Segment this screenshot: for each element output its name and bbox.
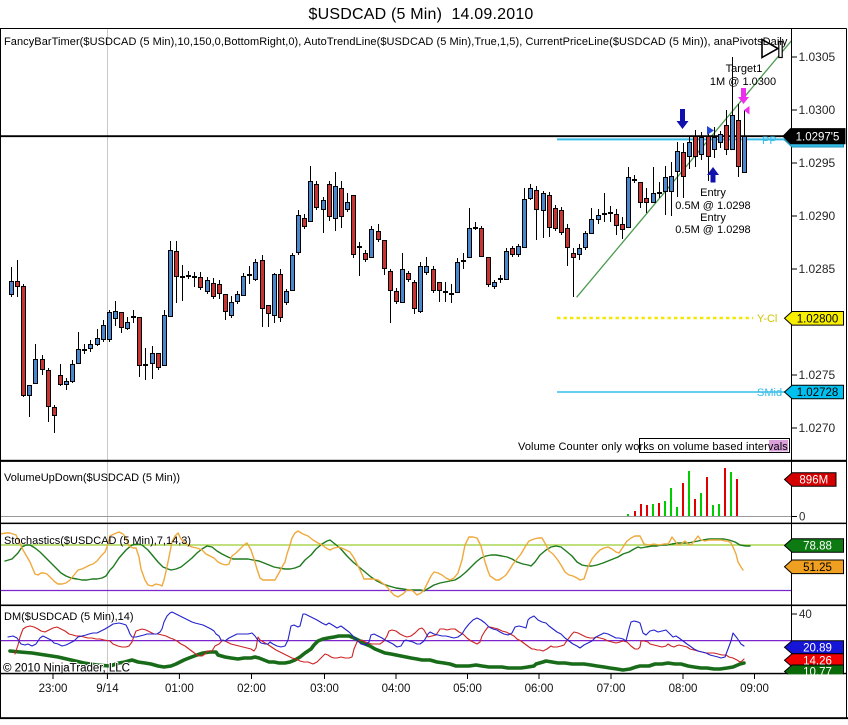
svg-text:Y-Cl: Y-Cl [757, 313, 777, 325]
svg-text:05:00: 05:00 [453, 683, 482, 695]
svg-text:20.89: 20.89 [803, 642, 832, 654]
svg-text:PP: PP [762, 135, 777, 147]
svg-text:Entry: Entry [700, 212, 726, 224]
svg-text:896M: 896M [799, 475, 828, 487]
svg-text:1.0300: 1.0300 [799, 103, 836, 117]
svg-text:1M @ 1.0300: 1M @ 1.0300 [710, 76, 776, 88]
svg-text:04:00: 04:00 [382, 683, 411, 695]
svg-text:Volume Counter only works on v: Volume Counter only works on volume base… [518, 441, 788, 453]
svg-text:Stochastics($USDCAD (5 Min),7,: Stochastics($USDCAD (5 Min),7,14,3) [4, 535, 191, 547]
svg-text:VolumeUpDown($USDCAD (5 Min)): VolumeUpDown($USDCAD (5 Min)) [4, 472, 180, 484]
svg-text:1.02800: 1.02800 [797, 313, 839, 325]
svg-text:1.02728: 1.02728 [797, 387, 839, 399]
svg-text:1.0270: 1.0270 [799, 421, 836, 435]
svg-text:07:00: 07:00 [597, 683, 626, 695]
svg-text:78.88: 78.88 [803, 541, 832, 553]
svg-text:14.26: 14.26 [803, 655, 832, 667]
svg-text:1.0297'5: 1.0297'5 [796, 131, 840, 143]
svg-text:DM($USDCAD (5 Min),14): DM($USDCAD (5 Min),14) [4, 611, 134, 623]
svg-text:03:00: 03:00 [310, 683, 339, 695]
svg-text:1.0275: 1.0275 [799, 368, 836, 382]
svg-text:© 2010 NinjaTrader, LLC: © 2010 NinjaTrader, LLC [3, 663, 130, 675]
svg-text:0: 0 [799, 512, 805, 524]
svg-text:0.5M @ 1.0298: 0.5M @ 1.0298 [675, 224, 750, 236]
svg-text:1.0285: 1.0285 [799, 262, 836, 276]
svg-text:9/14: 9/14 [96, 683, 119, 695]
svg-text:06:00: 06:00 [525, 683, 554, 695]
svg-text:Target1: Target1 [726, 63, 763, 75]
svg-text:51.25: 51.25 [803, 562, 832, 574]
svg-text:$USDCAD (5 Min) 14.09.2010: $USDCAD (5 Min) 14.09.2010 [308, 6, 533, 23]
svg-text:01:00: 01:00 [165, 683, 194, 695]
svg-text:1.0305: 1.0305 [799, 50, 836, 64]
svg-text:SMid: SMid [757, 387, 782, 399]
svg-text:0.5M @ 1.0298: 0.5M @ 1.0298 [675, 200, 750, 212]
svg-text:02:00: 02:00 [237, 683, 266, 695]
svg-text:08:00: 08:00 [669, 683, 698, 695]
svg-text:40: 40 [799, 609, 812, 621]
svg-text:1.0295: 1.0295 [799, 156, 836, 170]
svg-text:23:00: 23:00 [39, 683, 68, 695]
svg-text:09:00: 09:00 [740, 683, 769, 695]
svg-text:1.0290: 1.0290 [799, 209, 836, 223]
svg-text:FancyBarTimer($USDCAD (5 Min),: FancyBarTimer($USDCAD (5 Min),10,150,0,B… [4, 36, 788, 48]
svg-text:© 2010 NinjaTrader, LLC: © 2010 NinjaTrader, LLC [3, 663, 130, 675]
svg-text:Entry: Entry [700, 187, 726, 199]
